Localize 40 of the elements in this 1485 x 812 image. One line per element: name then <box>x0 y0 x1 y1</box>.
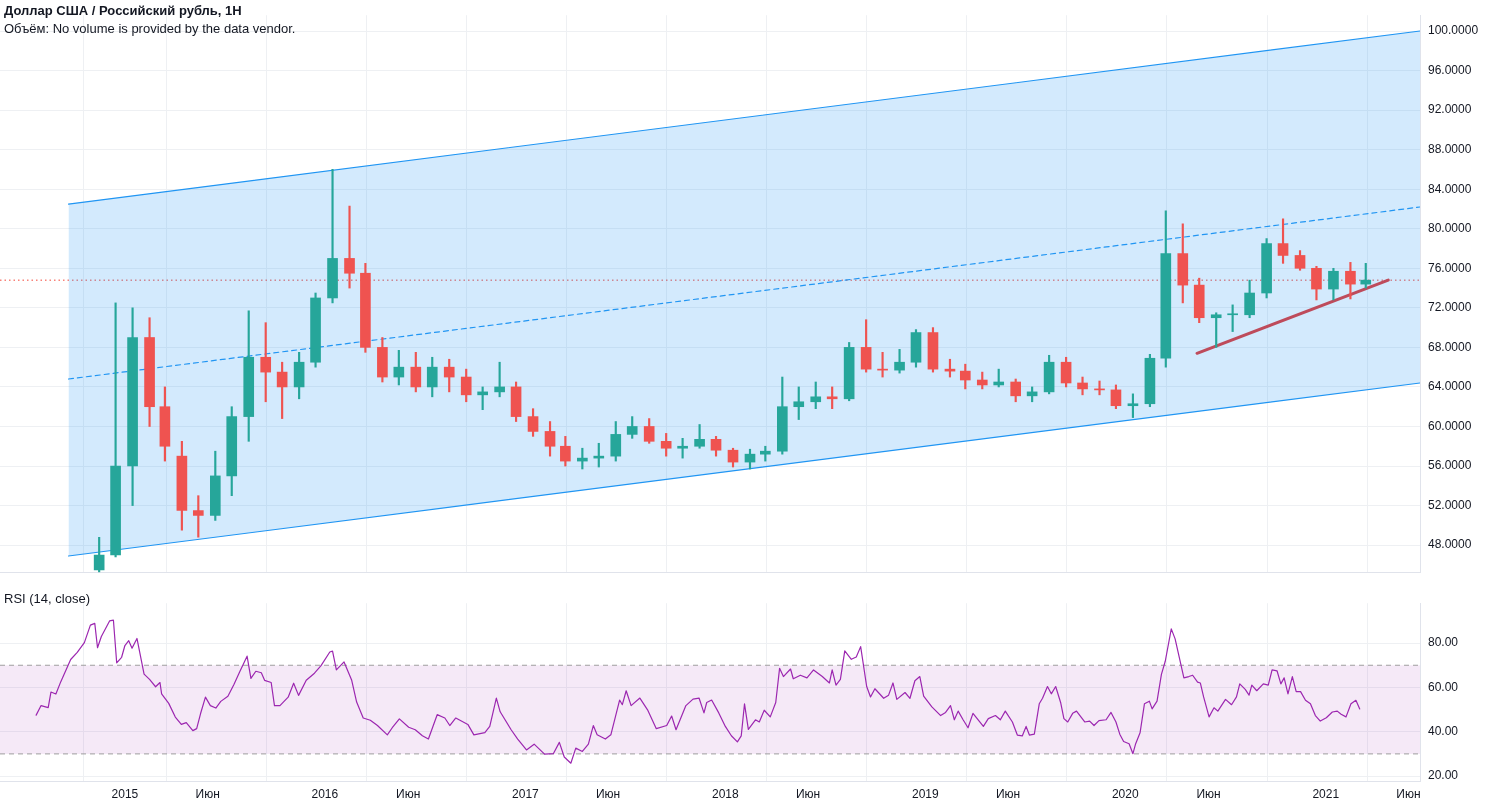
y-tick-label: 76.0000 <box>1428 260 1472 275</box>
x-tick-label: 2018 <box>711 787 740 802</box>
candlestick <box>894 349 905 374</box>
x-tick-label: 2021 <box>1312 787 1340 802</box>
y-tick-label: 80.00 <box>1428 635 1459 650</box>
y-tick-label: 20.00 <box>1428 768 1459 783</box>
text: Объём: No volume is provided by the data vendor. <box>4 21 296 36</box>
x-tick-label: Июн <box>396 787 421 802</box>
x-tick-label: Июн <box>795 787 821 802</box>
x-tick-label: 2016 <box>311 787 339 802</box>
y-tick-label: 56.0000 <box>1428 458 1472 473</box>
x-tick-label: Июн <box>1396 787 1421 802</box>
x-tick-label: Июн <box>995 787 1021 802</box>
candlestick <box>344 205 355 289</box>
x-tick-label: 2019 <box>911 787 939 802</box>
x-tick-label: Июн <box>1196 787 1221 802</box>
candlestick <box>1077 376 1088 396</box>
candlestick <box>327 169 338 304</box>
y-tick-label: 60.0000 <box>1428 418 1472 433</box>
y-tick-label: 92.0000 <box>1428 102 1472 117</box>
candlestick <box>1345 262 1356 300</box>
y-tick-label: 84.0000 <box>1428 181 1472 196</box>
y-tick-label: 48.0000 <box>1428 537 1472 552</box>
y-tick-label: 60.00 <box>1428 679 1459 694</box>
x-tick-label: 2020 <box>1111 787 1139 802</box>
chart-title: Доллар США / Российский рубль, 1Н <box>4 3 242 18</box>
y-tick-label: 52.0000 <box>1428 497 1472 512</box>
x-tick-label: Июн <box>595 787 621 802</box>
chart-title: RSI (14, close) <box>4 591 90 606</box>
x-tick-label: 2017 <box>512 787 540 802</box>
y-tick-label: 68.0000 <box>1428 339 1472 354</box>
y-tick-label: 88.0000 <box>1428 141 1472 156</box>
y-tick-label: 72.0000 <box>1428 300 1472 315</box>
x-tick-label: 2015 <box>111 787 139 802</box>
y-tick-label: 100.0000 <box>1428 23 1479 38</box>
y-tick-label: 40.00 <box>1428 724 1459 739</box>
x-tick-label: Июн <box>195 787 220 802</box>
y-tick-label: 96.0000 <box>1428 62 1472 77</box>
y-tick-label: 64.0000 <box>1428 379 1472 394</box>
y-tick-label: 80.0000 <box>1428 221 1472 236</box>
